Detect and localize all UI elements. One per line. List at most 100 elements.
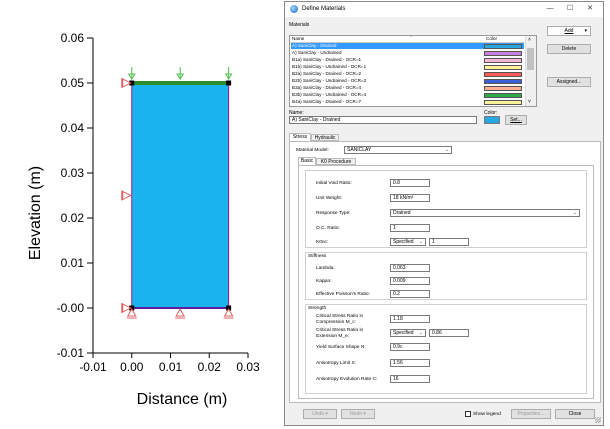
subtab-basic[interactable]: Basic (298, 157, 316, 165)
title-bar: Define Materials — ☐ ✕ (285, 2, 603, 17)
list-item[interactable]: B2a) SaniClay - Drained - OCR=2 (291, 71, 524, 77)
list-item[interactable]: B3a) SaniClay - Drained - OCR=4 (291, 85, 524, 91)
list-header-color: Color (486, 36, 497, 41)
model-plot: -0.01 0.00 0.01 0.02 0.03 0.06 0.05 0.04 0.03 0.0… (27, 31, 260, 408)
material-name: A) SaniClay - Drained (292, 43, 337, 48)
scroll-down-icon[interactable]: ˅ (528, 99, 531, 105)
k0nc-input[interactable]: 1 (429, 238, 469, 246)
name-label: Name: (289, 110, 304, 116)
material-color-swatch (484, 78, 522, 84)
close-window-button[interactable]: ✕ (587, 5, 593, 12)
x-axis-label: Distance (m) (137, 391, 228, 408)
color-label: Color: (484, 110, 498, 116)
anisotropy-limit-input[interactable]: 1.56 (390, 359, 430, 367)
add-button-label: Add (564, 28, 574, 34)
material-model-label: Material Model: (296, 148, 329, 153)
strength-group: Strength Critical Stress Ratio in Compre… (305, 304, 587, 394)
list-item[interactable]: A) SaniClay - Undrained (291, 50, 524, 56)
tab-hydraulic[interactable]: Hydraulic (311, 134, 339, 141)
material-name: B1a) SaniClay - Drained - OCR=1 (292, 57, 362, 62)
oc-ratio-label: O.C. Ratio: (316, 226, 340, 231)
list-item[interactable]: B3b) SaniClay - Undrained - OCR=4 (291, 92, 524, 98)
csr-extension-label-line2: Extension M_e: (316, 333, 350, 339)
scroll-thumb[interactable] (527, 48, 534, 70)
fixed-support (223, 307, 234, 319)
subtab-k0-procedure[interactable]: K0 Procedure (316, 158, 356, 165)
list-item[interactable]: B1b) SaniClay - Undrained - OCR=1 (291, 64, 524, 70)
unit-weight-label: Unit Weight: (316, 196, 343, 201)
materials-list[interactable]: Name ^ Color A) SaniClay - Drained A) San… (289, 35, 537, 107)
set-color-button[interactable]: Set... (505, 115, 527, 125)
csr-compression-label-line1: Critical Stress Ratio in (316, 314, 364, 319)
poisson-input[interactable]: 0.2 (390, 290, 430, 298)
fixed-support (175, 307, 186, 319)
assigned-button[interactable]: Assigned... (547, 77, 591, 87)
material-color-swatch (484, 57, 522, 63)
redo-label: Redo (350, 411, 363, 417)
name-input[interactable]: A) SaniClay - Drained (289, 116, 477, 124)
material-color-swatch (484, 71, 522, 77)
oc-ratio-input[interactable]: 1 (390, 224, 430, 232)
add-button[interactable]: Add ▾ (547, 26, 591, 36)
redo-dropdown-icon[interactable]: ▾ (363, 411, 366, 417)
color-swatch[interactable] (484, 116, 500, 124)
app-icon (290, 5, 298, 13)
list-item[interactable]: A) SaniClay - Drained (291, 43, 524, 49)
csr-extension-input[interactable]: 0.86 (429, 329, 469, 337)
delete-button[interactable]: Delete (547, 44, 591, 54)
basic-subtab-panel: Initial Void Ratio: 0.8 Unit Weight: 18 … (298, 165, 594, 399)
show-legend-checkbox[interactable] (465, 411, 471, 417)
anisotropy-limit-label: Anisotropy Limit X: (316, 361, 356, 366)
material-color-swatch (484, 92, 522, 98)
undo-label: Undo (312, 411, 325, 417)
y-tick-label: 0.04 (61, 121, 85, 135)
dialog-bottom-bar: Undo ▾ Redo ▾ Show legend Properties... … (285, 405, 603, 425)
properties-button[interactable]: Properties... (511, 409, 551, 419)
unit-weight-input[interactable]: 18 kN/m³ (390, 194, 430, 202)
undo-dropdown-icon[interactable]: ▾ (325, 411, 328, 417)
list-item[interactable]: B4a) SaniClay - Drained - OCR=7 (291, 99, 524, 105)
k0nc-label: K0nc: (316, 240, 329, 245)
scroll-up-icon[interactable]: ˄ (528, 37, 531, 43)
csr-compression-label-line2: Compression M_c: (316, 319, 356, 325)
undo-button[interactable]: Undo ▾ (303, 409, 337, 419)
tab-stress[interactable]: Stress (289, 133, 311, 141)
initial-void-ratio-input[interactable]: 0.8 (390, 179, 430, 187)
y-axis-label: Elevation (m) (27, 166, 44, 260)
list-header: Name ^ Color (290, 36, 536, 43)
model-geometry (121, 67, 234, 319)
resize-grip[interactable] (595, 417, 601, 423)
x-tick-label: 0.02 (198, 360, 222, 374)
kappa-input[interactable]: 0.009 (390, 277, 430, 285)
maximize-button[interactable]: ☐ (566, 5, 574, 12)
yield-shape-input[interactable]: 0.9c (390, 343, 430, 351)
material-name: B3a) SaniClay - Drained - OCR=4 (292, 85, 362, 90)
material-name: B2a) SaniClay - Drained - OCR=2 (292, 71, 362, 76)
list-scrollbar[interactable]: ˄ ˅ (525, 36, 536, 106)
y-tick-label: 0.06 (61, 31, 85, 45)
close-button[interactable]: Close (555, 409, 595, 419)
chevron-down-icon: ⌄ (572, 210, 577, 216)
define-materials-dialog: Define Materials — ☐ ✕ Materials Name ^ … (284, 1, 604, 426)
show-legend-label: Show legend (473, 412, 501, 417)
material-name: B4a) SaniClay - Drained - OCR=7 (292, 99, 362, 104)
poisson-label: Effective Poisson's Ratio: (316, 292, 370, 297)
k0nc-mode-select[interactable]: Specified ⌄ (390, 238, 426, 246)
lambda-input[interactable]: 0.063 (390, 264, 430, 272)
list-item[interactable]: B1a) SaniClay - Drained - OCR=1 (291, 57, 524, 63)
basic-properties-group: Initial Void Ratio: 0.8 Unit Weight: 18 … (305, 170, 587, 248)
response-type-label: Response Type: (316, 211, 351, 216)
corner-node (226, 80, 232, 86)
add-dropdown-icon[interactable]: ▾ (584, 28, 587, 34)
x-tick-label: 0.00 (120, 360, 144, 374)
csr-extension-label: Critical Stress Ratio in Extension M_e: (316, 328, 363, 339)
anisotropy-rate-input[interactable]: 16 (390, 375, 430, 383)
response-type-select[interactable]: Drained ⌄ (390, 209, 580, 217)
material-model-select[interactable]: SANICLAY ⌄ (344, 146, 452, 154)
redo-button[interactable]: Redo ▾ (341, 409, 375, 419)
csr-extension-mode-select[interactable]: Specified ⌄ (390, 329, 426, 337)
minimize-button[interactable]: — (546, 5, 554, 12)
csr-compression-input[interactable]: 1.18 (390, 315, 430, 323)
material-color-swatch (484, 64, 522, 70)
list-item[interactable]: B2b) SaniClay - Undrained - OCR=2 (291, 78, 524, 84)
